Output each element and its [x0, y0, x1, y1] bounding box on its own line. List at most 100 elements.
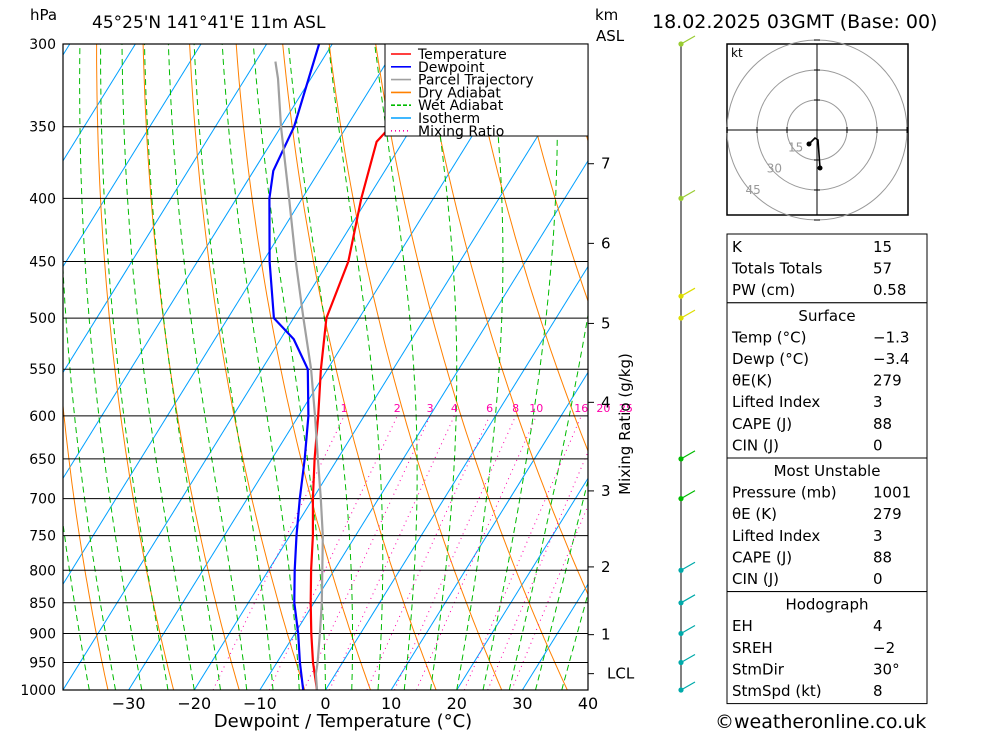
- surface-table-row-value: 3: [873, 393, 883, 411]
- isotherm: [63, 44, 399, 586]
- wet-adiabat: [193, 44, 274, 690]
- km-axis-unit: km: [595, 6, 618, 24]
- mixing-ratio-line: [463, 415, 582, 690]
- temperature-tick-label: 40: [578, 694, 598, 713]
- unstable-table-row-value: 88: [873, 548, 892, 566]
- hodograph-table-title: Hodograph: [785, 596, 868, 614]
- indices-table-row-value: 15: [873, 238, 892, 256]
- wet-adiabat: [144, 44, 221, 690]
- mixing-ratio-label: 3: [427, 402, 434, 415]
- hodograph-table-row-value: 30°: [873, 660, 900, 678]
- km-tick-label: 4: [601, 393, 611, 411]
- unstable-table-row-value: 3: [873, 527, 883, 545]
- wind-barb-staff: [680, 309, 696, 319]
- surface-table-row-value: −1.3: [873, 328, 909, 346]
- pressure-tick-label: 600: [29, 409, 56, 425]
- wet-adiabat: [121, 44, 195, 690]
- pressure-tick-label: 500: [29, 311, 56, 327]
- pressure-tick-label: 900: [29, 626, 56, 642]
- hodograph-ring-label: 15: [788, 140, 803, 154]
- dry-adiabat: [63, 400, 109, 690]
- dewpoint-profile: [268, 44, 321, 690]
- pressure-tick-label: 950: [29, 655, 56, 671]
- wind-barb-staff: [680, 653, 696, 663]
- temperature-tick-label: −30: [112, 694, 146, 713]
- surface-table-row-label: Temp (°C): [731, 328, 806, 346]
- hodograph-table-row-value: −2: [873, 639, 895, 657]
- indices-table-row-value: 0.58: [873, 281, 906, 299]
- hodograph-ring-label: 30: [767, 162, 782, 176]
- mixing-ratio-lines: [212, 415, 588, 690]
- isotherm: [325, 265, 588, 690]
- hodograph-table-row-value: 8: [873, 682, 883, 700]
- wind-barb-staff: [680, 490, 696, 500]
- wet-adiabat: [167, 44, 248, 690]
- profile-series: [268, 44, 511, 690]
- hodograph-table-row-label: StmSpd (kt): [732, 682, 822, 700]
- dry-adiabat: [468, 44, 588, 453]
- wet-adiabat: [328, 44, 384, 690]
- surface-table-title: Surface: [798, 307, 855, 325]
- mixing-ratio-label: 16: [574, 402, 588, 415]
- isotherm: [456, 477, 588, 690]
- wet-adiabat: [374, 44, 418, 690]
- pressure-tick-label: 1000: [20, 683, 56, 699]
- mixing-ratio-label: 6: [486, 402, 493, 415]
- isotherm: [63, 44, 464, 690]
- isotherm: [128, 44, 530, 690]
- dry-adiabat: [934, 44, 1000, 690]
- hodograph-ring-label: 45: [745, 183, 760, 197]
- legend-label: Dry Adiabat: [418, 85, 501, 101]
- mixing-ratio-line: [303, 415, 431, 690]
- km-tick-label: 3: [601, 482, 611, 500]
- km-tick-label: 1: [601, 626, 611, 644]
- wind-level-marker: [678, 659, 684, 666]
- mixing-ratio-label: 4: [451, 402, 458, 415]
- dry-adiabat: [235, 44, 371, 690]
- unstable-table-row-label: θE (K): [732, 505, 777, 523]
- hodograph-rings: 15 30 45: [726, 39, 908, 221]
- mixing-ratio-line: [329, 415, 455, 690]
- isotherm: [390, 371, 588, 690]
- plot-frame: [62, 43, 589, 691]
- wet-adiabat: [63, 261, 116, 690]
- km-tick-label: 7: [601, 155, 611, 173]
- lcl-label: LCL: [607, 665, 635, 683]
- pressure-tick-label: 750: [29, 529, 56, 545]
- surface-table-row-label: Dewp (°C): [732, 350, 809, 368]
- hodograph-point: [806, 141, 812, 147]
- unstable-table-row-value: 1001: [873, 484, 911, 502]
- unstable-table-row-value: 0: [873, 570, 883, 588]
- surface-table-frame: [726, 302, 928, 459]
- station-location: 45°25'N 141°41'E 11m ASL: [92, 13, 326, 33]
- indices-table-row-label: K: [732, 238, 743, 256]
- isotherm: [63, 44, 136, 162]
- temperature-tick-label: 20: [447, 694, 467, 713]
- unstable-table-row-label: CAPE (J): [732, 548, 792, 566]
- dry-adiabat: [514, 44, 588, 303]
- wet-adiabat: [100, 44, 169, 690]
- wind-barb-staff: [680, 681, 696, 691]
- indices-table-row-label: PW (cm): [732, 281, 795, 299]
- hodograph-table-row-label: StmDir: [732, 660, 785, 678]
- hodograph-point: [817, 165, 823, 171]
- temperature-tick-label: 10: [381, 694, 401, 713]
- isotherm: [63, 44, 268, 374]
- wind-barb-staff: [680, 624, 696, 634]
- dry-adiabat: [328, 44, 503, 690]
- temperature-tick-labels: −30 −20 −10 0 10 20 30 40: [112, 694, 598, 713]
- unstable-table-row-label: Pressure (mb): [732, 484, 837, 502]
- wind-barb-staff: [680, 450, 696, 460]
- pressure-tick-label: 350: [29, 120, 56, 136]
- legend-label: Temperature: [417, 47, 507, 63]
- isotherm: [193, 53, 588, 690]
- pressure-tick-label: 300: [29, 37, 56, 53]
- isotherm: [259, 159, 588, 690]
- mixing-ratio-label: 8: [512, 402, 519, 415]
- temperature-profile: [309, 44, 511, 690]
- wind-barb-staff: [680, 35, 696, 45]
- wet-adiabat: [456, 44, 504, 690]
- legend-label: Wet Adiabat: [418, 98, 504, 114]
- stability-tables: K 15 Totals Totals 57 PW (cm) 0.58 Surface Temp…: [726, 233, 928, 705]
